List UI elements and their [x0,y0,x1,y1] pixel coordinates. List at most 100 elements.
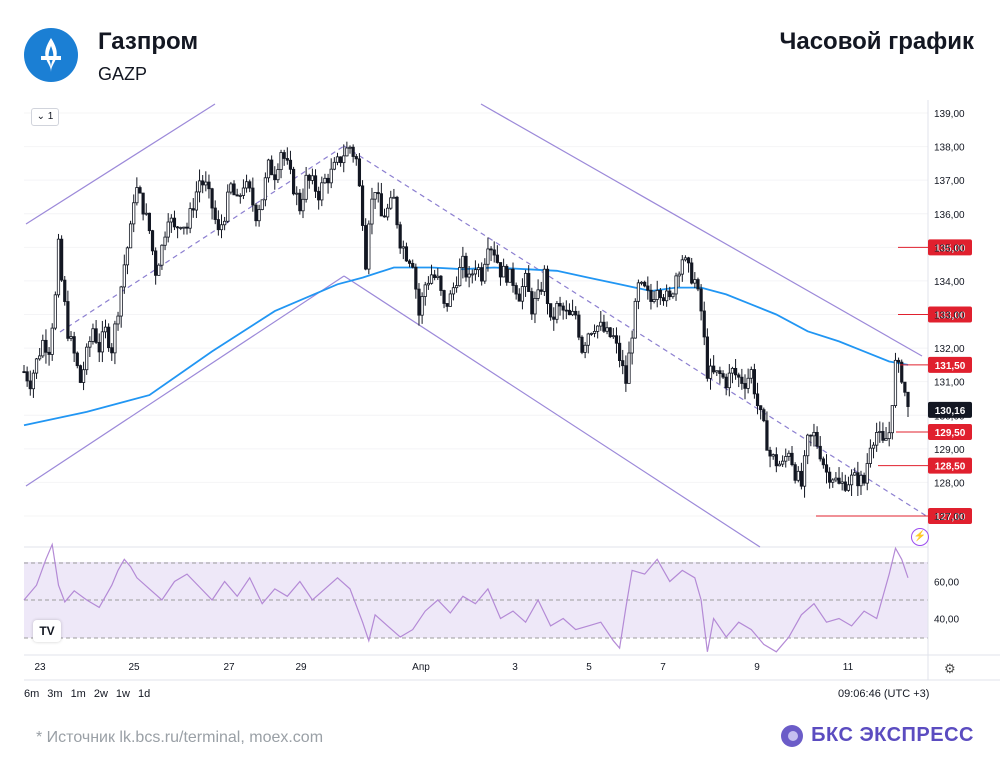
level-label: 127,00 [935,512,966,523]
candle [332,157,336,171]
candle [436,268,440,280]
channel-line-lower-2 [343,275,761,548]
period-1w[interactable]: 1w [115,688,130,700]
period-6m[interactable]: 6m [24,688,40,700]
candle [759,405,763,420]
candle [806,433,810,465]
candle [304,166,308,203]
candle [41,334,45,358]
candle [232,180,236,196]
period-1d[interactable]: 1d [137,688,151,700]
candle [580,335,584,355]
candle [461,246,465,279]
candle [351,144,355,163]
price-tick-label: 129,00 [934,445,965,456]
candle [605,321,609,335]
ticker-symbol: GAZP [98,64,148,84]
candle [574,306,578,320]
channel-line-lower-1 [25,275,345,487]
moving-average-line [23,266,909,427]
candle [50,323,54,361]
candle [476,263,481,278]
lightning-icon[interactable]: ⚡ [911,528,929,546]
price-tick-label: 139,00 [934,109,965,120]
candle [97,333,101,363]
candle [144,203,148,216]
candle [762,407,766,423]
candle [279,149,283,179]
candle [426,276,430,290]
candle [665,284,669,307]
candle [686,256,691,273]
candle [56,233,61,298]
time-tick-label: 27 [223,662,235,673]
candle [661,294,666,306]
levels-layer: 135,00 133,00 131,50 129,50 128,50 127,00 [816,239,972,524]
candle [618,335,622,368]
candle [727,364,731,397]
period-3m[interactable]: 3m [47,688,63,700]
candle [708,358,713,390]
candle [182,226,186,235]
candle [599,311,603,331]
candle [348,145,352,154]
candle [360,180,365,231]
candle [520,278,525,310]
candle [367,220,371,275]
candle [354,153,358,166]
candle [282,149,286,166]
candle [802,450,807,498]
candle [266,158,271,183]
candle [244,174,249,193]
chart-timestamp: 09:06:46 (UTC +3) [838,688,930,700]
header: Газпром GAZP Часовой график [0,0,1000,100]
candle [417,283,421,326]
time-tick-label: 25 [128,662,140,673]
interval-button[interactable]: ⌄ 1 [31,108,59,126]
candle [849,469,854,497]
candle [154,247,158,285]
candle [301,188,305,219]
candle [191,198,195,218]
level-label: 128,50 [935,462,966,473]
level-127-00: 127,00 [816,508,972,524]
candle [630,330,634,365]
period-2w[interactable]: 2w [93,688,108,700]
price-tick-label: 137,00 [934,176,965,187]
candles-layer [22,141,910,498]
candle [690,257,694,285]
candle [22,365,26,374]
period-1m[interactable]: 1m [70,688,86,700]
candle [555,300,559,324]
source-note: * Источник lk.bcs.ru/terminal, moex.com [36,729,324,746]
candle [160,244,164,270]
candle [166,213,170,243]
candle [564,300,568,320]
candle [103,319,108,339]
candle [44,329,48,364]
tradingview-logo-icon[interactable]: TV [33,620,61,642]
candle [339,156,343,167]
candle [414,263,418,299]
period-selector: 6m 3m 1m 2w 1w 1d [24,688,150,700]
candle [621,349,625,375]
candle [66,290,70,342]
candle [674,272,678,301]
candle [508,268,512,283]
candle [470,269,474,284]
candle [646,276,650,300]
price-tick-label: 138,00 [934,143,965,154]
brand-mark-icon [781,724,804,747]
chevron-down-icon: ⌄ [36,111,46,122]
candle [288,150,293,175]
candle [896,357,901,373]
rsi-line [23,542,909,653]
level-131-50: 131,50 [900,356,972,373]
candle [840,472,844,491]
gear-icon[interactable]: ⚙ [944,661,956,676]
candle [197,169,202,203]
candle [749,366,753,384]
candle [733,358,738,380]
candle [715,370,719,377]
